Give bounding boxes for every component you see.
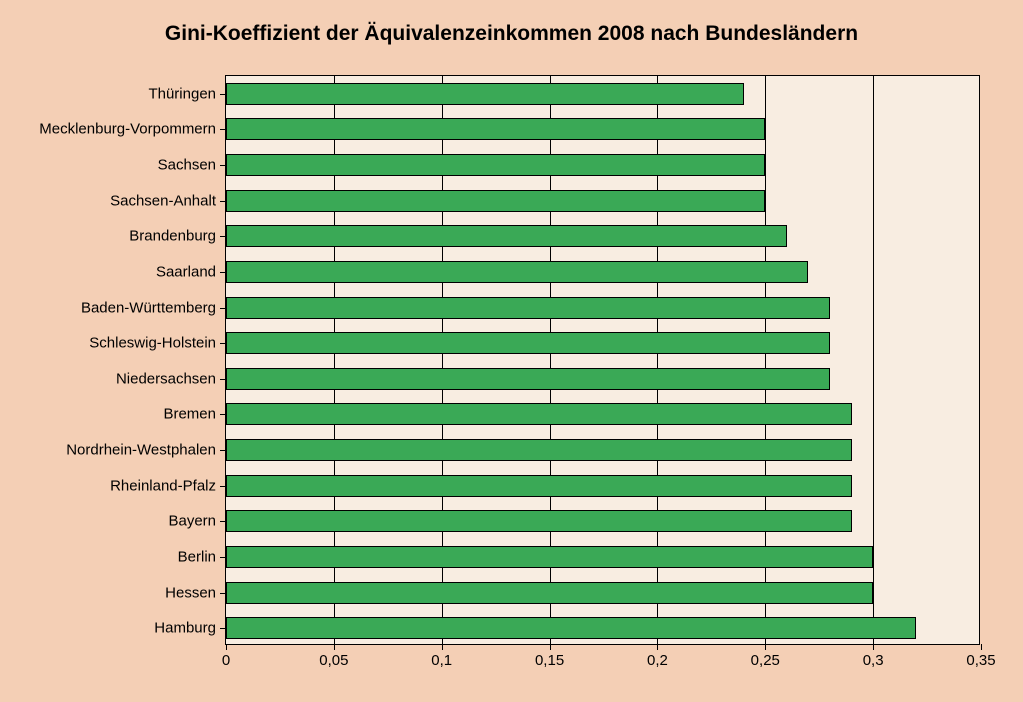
y-axis-label: Brandenburg: [129, 228, 226, 245]
bar: [226, 83, 744, 105]
bar: [226, 332, 830, 354]
y-axis-label: Mecklenburg-Vorpommern: [39, 121, 226, 138]
bar: [226, 475, 852, 497]
chart-title: Gini-Koeffizient der Äquivalenzeinkommen…: [0, 22, 1023, 46]
y-axis-label: Rheinland-Pfalz: [110, 477, 226, 494]
x-axis-label: 0,3: [863, 644, 884, 669]
bar: [226, 546, 873, 568]
y-axis-label: Baden-Württemberg: [81, 299, 226, 316]
gridline: [873, 76, 874, 644]
x-axis-label: 0,1: [431, 644, 452, 669]
y-axis-label: Bayern: [168, 513, 226, 530]
y-axis-label: Saarland: [156, 263, 226, 280]
x-axis-label: 0,35: [966, 644, 995, 669]
y-axis-label: Schleswig-Holstein: [89, 335, 226, 352]
plot-area: 00,050,10,150,20,250,30,35ThüringenMeckl…: [225, 75, 980, 645]
x-axis-label: 0,25: [751, 644, 780, 669]
y-axis-label: Nordrhein-Westphalen: [66, 442, 226, 459]
bar: [226, 190, 765, 212]
bar: [226, 439, 852, 461]
x-axis-label: 0,2: [647, 644, 668, 669]
y-axis-label: Berlin: [178, 548, 226, 565]
bar: [226, 582, 873, 604]
bar: [226, 261, 808, 283]
bar: [226, 617, 916, 639]
x-axis-label: 0,05: [319, 644, 348, 669]
y-axis-label: Hamburg: [154, 620, 226, 637]
chart-container: 00,050,10,150,20,250,30,35ThüringenMeckl…: [225, 75, 980, 645]
y-axis-label: Thüringen: [148, 85, 226, 102]
bar: [226, 368, 830, 390]
x-axis-label: 0: [222, 644, 230, 669]
y-axis-label: Hessen: [165, 584, 226, 601]
bar: [226, 154, 765, 176]
y-axis-label: Sachsen: [158, 157, 226, 174]
y-axis-label: Bremen: [163, 406, 226, 423]
bar: [226, 225, 787, 247]
y-axis-label: Niedersachsen: [116, 370, 226, 387]
bar: [226, 510, 852, 532]
bar: [226, 297, 830, 319]
x-axis-label: 0,15: [535, 644, 564, 669]
y-axis-label: Sachsen-Anhalt: [110, 192, 226, 209]
bar: [226, 403, 852, 425]
bar: [226, 118, 765, 140]
